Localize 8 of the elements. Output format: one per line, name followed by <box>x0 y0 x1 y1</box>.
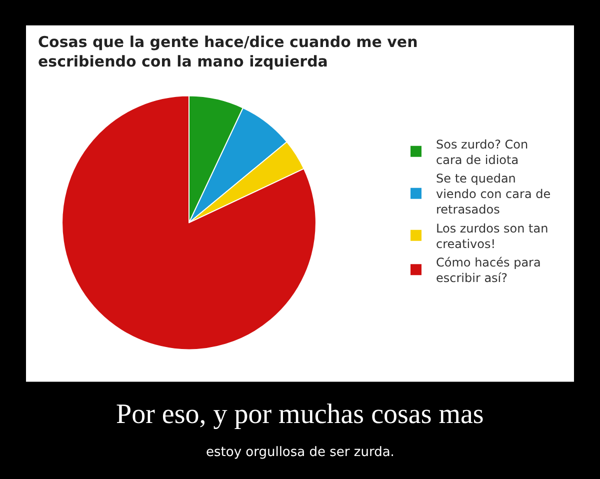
text: estoy orgullosa de ser zurda. <box>206 445 394 460</box>
legend-label: Se te quedan viendo con cara de retrasados <box>436 172 551 217</box>
legend-label: Sos zurdo? Con cara de idiota <box>436 137 528 167</box>
pie-slice <box>62 95 316 350</box>
chart-title: Cosas que la gente hace/dice cuando me ven escribiendo con la mano izquierda <box>38 33 418 70</box>
text: Por eso, y por muchas cosas mas <box>116 399 484 430</box>
legend-label: Cómo hacés para escribir así? <box>436 256 541 286</box>
legend-label: Los zurdos son tan creativos! <box>436 221 548 251</box>
